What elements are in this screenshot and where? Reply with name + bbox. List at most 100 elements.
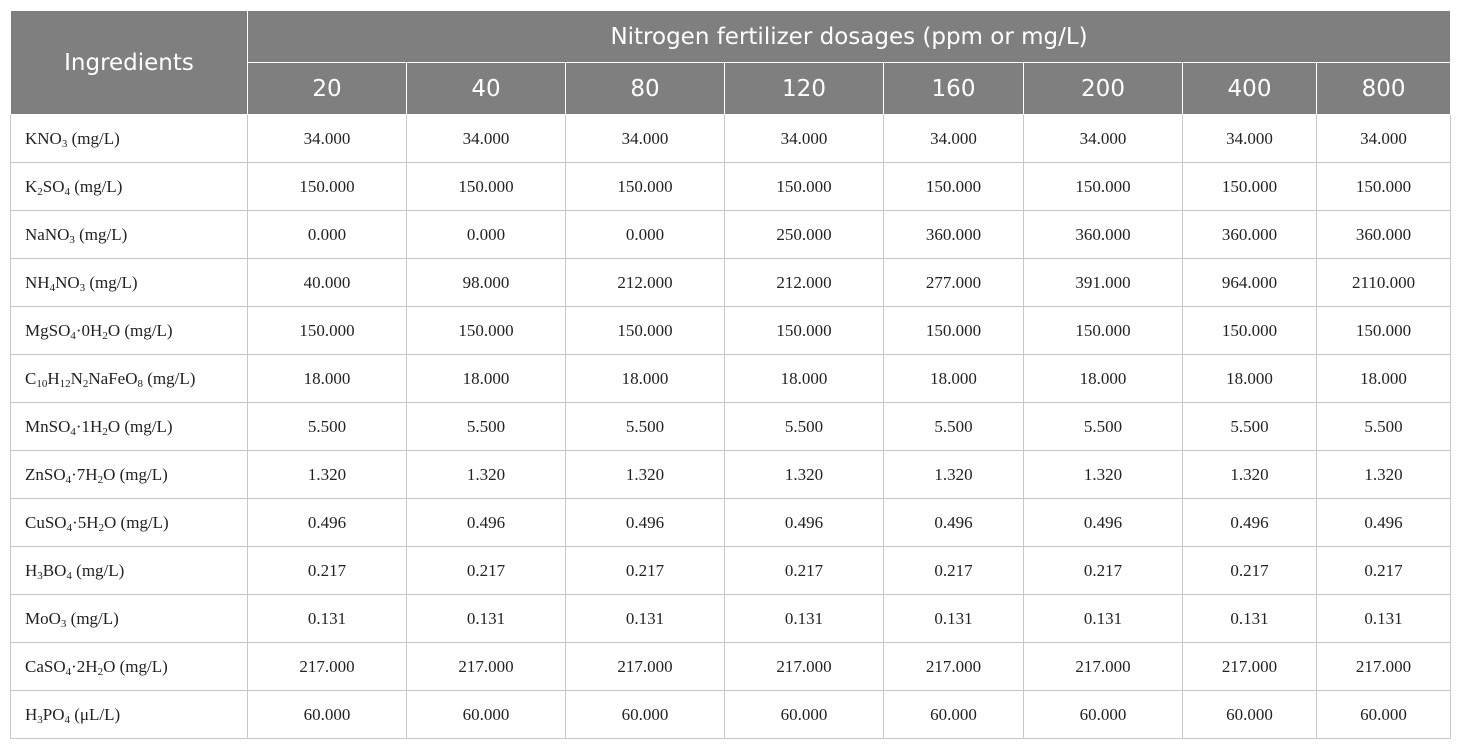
value-cell: 5.500 [406, 402, 566, 451]
value-cell: 0.000 [565, 210, 725, 259]
value-cell: 0.000 [247, 210, 407, 259]
value-cell: 150.000 [406, 306, 566, 355]
ingredient-cell: NH4NO3 (mg/L) [10, 258, 248, 307]
table-header: Ingredients Nitrogen fertilizer dosages … [10, 10, 1452, 115]
value-cell: 150.000 [1182, 162, 1317, 211]
value-cell: 40.000 [247, 258, 407, 307]
value-cell: 150.000 [565, 306, 725, 355]
ingredient-cell: ZnSO4·7H2O (mg/L) [10, 450, 248, 499]
dosage-header: 80 [565, 62, 725, 115]
fertilizer-table: Ingredients Nitrogen fertilizer dosages … [10, 10, 1452, 739]
ingredient-cell: H3PO4 (μL/L) [10, 690, 248, 739]
dosage-header-row: 20 40 80 120 160 200 400 800 [11, 62, 1452, 115]
ingredient-cell: C10H12N2NaFeO8 (mg/L) [10, 354, 248, 403]
value-cell: 18.000 [1023, 354, 1183, 403]
value-cell: 60.000 [1023, 690, 1183, 739]
value-cell: 0.217 [883, 546, 1024, 595]
value-cell: 150.000 [565, 162, 725, 211]
value-cell: 150.000 [883, 306, 1024, 355]
value-cell: 0.496 [247, 498, 407, 547]
value-cell: 0.217 [1023, 546, 1183, 595]
table-row: KNO3 (mg/L) 34.000 34.000 34.000 34.000 34.00… [10, 114, 1452, 163]
value-cell: 360.000 [1023, 210, 1183, 259]
value-cell: 0.496 [1023, 498, 1183, 547]
value-cell: 217.000 [247, 642, 407, 691]
value-cell: 150.000 [1182, 306, 1317, 355]
value-cell: 1.320 [1182, 450, 1317, 499]
ingredient-cell: MoO3 (mg/L) [10, 594, 248, 643]
table-row: NH4NO3 (mg/L) 40.000 98.000 212.000 212.000 2… [10, 258, 1452, 307]
ingredient-cell: KNO3 (mg/L) [10, 114, 248, 163]
value-cell: 18.000 [565, 354, 725, 403]
value-cell: 5.500 [565, 402, 725, 451]
value-cell: 277.000 [883, 258, 1024, 307]
value-cell: 217.000 [883, 642, 1024, 691]
value-cell: 5.500 [1182, 402, 1317, 451]
value-cell: 150.000 [883, 162, 1024, 211]
value-cell: 60.000 [883, 690, 1024, 739]
value-cell: 0.131 [247, 594, 407, 643]
value-cell: 0.217 [1182, 546, 1317, 595]
value-cell: 150.000 [724, 306, 884, 355]
value-cell: 1.320 [247, 450, 407, 499]
dosage-header: 20 [247, 62, 407, 115]
value-cell: 5.500 [1023, 402, 1183, 451]
value-cell: 18.000 [883, 354, 1024, 403]
value-cell: 217.000 [1315, 642, 1452, 691]
value-cell: 0.496 [883, 498, 1024, 547]
value-cell: 250.000 [724, 210, 884, 259]
value-cell: 0.000 [406, 210, 566, 259]
ingredient-cell: CaSO4·2H2O (mg/L) [10, 642, 248, 691]
value-cell: 0.217 [565, 546, 725, 595]
value-cell: 0.131 [565, 594, 725, 643]
ingredient-cell: NaNO3 (mg/L) [10, 210, 248, 259]
value-cell: 34.000 [1182, 114, 1317, 163]
value-cell: 0.131 [1315, 594, 1452, 643]
value-cell: 60.000 [1315, 690, 1452, 739]
table-row: H3PO4 (μL/L) 60.000 60.000 60.000 60.000 60.0… [10, 690, 1452, 739]
value-cell: 34.000 [1023, 114, 1183, 163]
value-cell: 0.131 [1182, 594, 1317, 643]
dosage-group-header: Nitrogen fertilizer dosages (ppm or mg/L… [246, 10, 1452, 63]
table-row: MnSO4·1H2O (mg/L) 5.500 5.500 5.500 5.500 5.5… [10, 402, 1452, 451]
value-cell: 0.131 [1023, 594, 1183, 643]
value-cell: 150.000 [724, 162, 884, 211]
value-cell: 18.000 [247, 354, 407, 403]
value-cell: 18.000 [1315, 354, 1452, 403]
table-row: NaNO3 (mg/L) 0.000 0.000 0.000 250.000 360.00… [10, 210, 1452, 259]
value-cell: 0.217 [1315, 546, 1452, 595]
table-row: ZnSO4·7H2O (mg/L) 1.320 1.320 1.320 1.320 1.3… [10, 450, 1452, 499]
table-row: MoO3 (mg/L) 0.131 0.131 0.131 0.131 0.131 0.13… [10, 594, 1452, 643]
value-cell: 34.000 [247, 114, 407, 163]
value-cell: 0.131 [724, 594, 884, 643]
value-cell: 150.000 [1315, 162, 1452, 211]
value-cell: 0.496 [565, 498, 725, 547]
value-cell: 150.000 [247, 306, 407, 355]
value-cell: 34.000 [406, 114, 566, 163]
value-cell: 0.217 [406, 546, 566, 595]
value-cell: 1.320 [406, 450, 566, 499]
dosage-header: 120 [724, 62, 884, 115]
table-row: MgSO4·0H2O (mg/L) 150.000 150.000 150.000 15… [10, 306, 1452, 355]
value-cell: 360.000 [1315, 210, 1452, 259]
value-cell: 18.000 [406, 354, 566, 403]
table-row: CaSO4·2H2O (mg/L) 217.000 217.000 217.000 21… [10, 642, 1452, 691]
value-cell: 60.000 [406, 690, 566, 739]
value-cell: 0.496 [1182, 498, 1317, 547]
value-cell: 391.000 [1023, 258, 1183, 307]
value-cell: 60.000 [1182, 690, 1317, 739]
value-cell: 1.320 [883, 450, 1024, 499]
value-cell: 0.496 [406, 498, 566, 547]
value-cell: 217.000 [724, 642, 884, 691]
dosage-header: 400 [1182, 62, 1317, 115]
value-cell: 0.217 [247, 546, 407, 595]
dosage-header: 800 [1315, 62, 1452, 115]
value-cell: 5.500 [724, 402, 884, 451]
ingredient-cell: MnSO4·1H2O (mg/L) [10, 402, 248, 451]
ingredient-cell: H3BO4 (mg/L) [10, 546, 248, 595]
ingredient-cell: MgSO4·0H2O (mg/L) [10, 306, 248, 355]
dosage-header: 40 [406, 62, 566, 115]
table-row: H3BO4 (mg/L) 0.217 0.217 0.217 0.217 0.217 0.2… [10, 546, 1452, 595]
value-cell: 0.131 [883, 594, 1024, 643]
value-cell: 34.000 [724, 114, 884, 163]
